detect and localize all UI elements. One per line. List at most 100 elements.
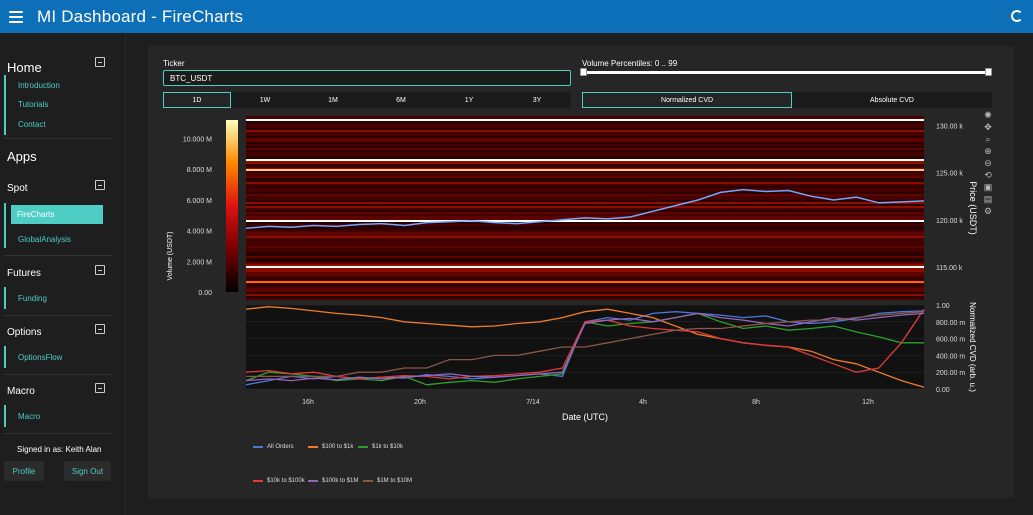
range-button-6m[interactable]: 6M: [367, 92, 435, 108]
x-tick-label: 4h: [639, 399, 647, 406]
heatmap-row: [246, 278, 924, 280]
legend-item[interactable]: $10k to $100k: [253, 478, 305, 484]
sidebar: Home Introduction Tutorials Contact Apps…: [0, 33, 126, 515]
heatmap-row: [246, 252, 924, 254]
cvd-tick-label: 0.00: [936, 387, 950, 394]
futures-collapse-button[interactable]: [95, 265, 105, 275]
colorbar-tick-label: 8.000 M: [187, 167, 212, 174]
firechart[interactable]: 0.00 2.000 M 4.000 M 6.000 M 8.000 M 10.000 M…: [148, 46, 1014, 498]
percentile-label: Volume Percentiles: 0 .. 99: [582, 59, 678, 68]
legend-item[interactable]: $1M to $10M: [363, 478, 412, 484]
sidebar-link-firecharts[interactable]: FireCharts: [11, 205, 103, 224]
macro-collapse-button[interactable]: [95, 383, 105, 393]
color-wheel-icon[interactable]: ✺: [984, 110, 992, 120]
percentile-slider-track[interactable]: [584, 71, 989, 74]
zoom-out-icon[interactable]: ⊖: [984, 158, 992, 168]
loading-icon: [1011, 10, 1023, 22]
zoom-icon[interactable]: ⌕: [985, 134, 991, 144]
sidebar-link-tutorials[interactable]: Tutorials: [18, 100, 49, 109]
range-button-1m[interactable]: 1M: [299, 92, 367, 108]
home-collapse-button[interactable]: [95, 57, 105, 67]
heatmap-row: [246, 180, 924, 182]
heatmap-row: [246, 206, 924, 208]
home-title: Home: [7, 60, 42, 75]
futures-title: Futures: [7, 268, 41, 279]
heatmap-row: [246, 148, 924, 150]
sidebar-link-globalanalysis[interactable]: GlobalAnalysis: [18, 235, 71, 244]
price-axis-label: Price (USDT): [968, 181, 978, 235]
signed-in-label: Signed in as: Keith Alan: [17, 445, 102, 454]
heatmap-row: [246, 214, 924, 216]
zoom-in-icon[interactable]: ⊕: [984, 146, 992, 156]
divider: [4, 315, 112, 316]
absolute-cvd-button[interactable]: Absolute CVD: [792, 92, 992, 108]
spot-collapse-button[interactable]: [95, 180, 105, 190]
heatmap-row: [246, 298, 924, 300]
heatmap-row: [246, 124, 924, 126]
pan-icon[interactable]: ✥: [984, 122, 992, 132]
heatmap-row: [246, 258, 924, 260]
heatmap-row: [246, 218, 924, 220]
cvd-series-line: [246, 311, 925, 378]
reset-icon[interactable]: ⟲: [984, 170, 992, 180]
hover-icon[interactable]: ▤: [983, 194, 993, 204]
heatmap-row: [246, 232, 924, 234]
save-icon[interactable]: ▣: [983, 182, 993, 192]
ticker-input[interactable]: BTC_USDT: [163, 70, 571, 86]
colorbar-tick-label: 0.00: [198, 290, 212, 297]
settings-icon[interactable]: ⚙: [983, 206, 993, 216]
heatmap-level: [246, 281, 924, 283]
cvd-tick-label: 1.00: [936, 303, 950, 310]
sign-out-button[interactable]: Sign Out: [64, 461, 111, 481]
heatmap-row: [246, 126, 924, 128]
sidebar-link-contact[interactable]: Contact: [18, 120, 46, 129]
range-button-1y[interactable]: 1Y: [435, 92, 503, 108]
range-button-3y[interactable]: 3Y: [503, 92, 571, 108]
heatmap-row: [246, 270, 924, 272]
heatmap-row: [246, 144, 924, 146]
sidebar-link-optionsflow[interactable]: OptionsFlow: [18, 353, 63, 362]
x-tick-label: 16h: [302, 399, 314, 406]
heatmap-row: [246, 260, 924, 262]
sidebar-link-macro[interactable]: Macro: [18, 412, 41, 421]
colorbar-tick-label: 4.000 M: [187, 229, 212, 236]
cvd-series-line: [245, 312, 925, 382]
heatmap-row: [246, 178, 924, 180]
cvd-chart: 0.00 200.00 m 400.00 m 600.00 m 800.00 m 1.00…: [245, 302, 977, 394]
legend-item[interactable]: $1k to $10k: [358, 444, 403, 450]
legend-swatch: [253, 480, 263, 482]
heatmap-row: [246, 136, 924, 138]
legend-item[interactable]: $100 to $1k: [308, 444, 353, 450]
heatmap-row: [246, 156, 924, 158]
normalized-cvd-button[interactable]: Normalized CVD: [582, 92, 792, 108]
legend-label: $10k to $100k: [267, 478, 305, 484]
legend-item[interactable]: $100k to $1M: [308, 478, 358, 484]
sidebar-link-introduction[interactable]: Introduction: [18, 81, 60, 90]
range-button-1d[interactable]: 1D: [163, 92, 231, 108]
menu-icon[interactable]: [9, 10, 23, 23]
legend-item[interactable]: All Orders: [253, 444, 294, 450]
cvd-tick-label: 200.00 m: [936, 370, 965, 377]
heatmap-row: [246, 240, 924, 242]
legend-label: All Orders: [267, 444, 294, 450]
divider: [4, 433, 112, 434]
percentile-slider-min-handle[interactable]: [580, 68, 587, 76]
options-collapse-button[interactable]: [95, 324, 105, 334]
heatmap-row: [246, 142, 924, 144]
heatmap-row: [246, 138, 924, 140]
x-tick-label: 20h: [414, 399, 426, 406]
price-tick-label: 115.00 k: [936, 265, 963, 272]
colorbar-tick-label: 2.000 M: [187, 259, 212, 266]
heatmap-row: [246, 286, 924, 288]
colorbar: 0.00 2.000 M 4.000 M 6.000 M 8.000 M 10.000 M…: [167, 120, 238, 297]
heatmap-row: [246, 244, 924, 246]
app-title: MI Dashboard - FireCharts: [37, 6, 244, 26]
range-button-1w[interactable]: 1W: [231, 92, 299, 108]
percentile-slider-max-handle[interactable]: [985, 68, 992, 76]
heatmap-level: [246, 159, 924, 161]
legend-swatch: [308, 480, 318, 482]
heatmap-row: [246, 294, 924, 296]
heatmap-row: [246, 196, 924, 198]
profile-button[interactable]: Profile: [4, 461, 44, 481]
sidebar-link-funding[interactable]: Funding: [18, 294, 47, 303]
